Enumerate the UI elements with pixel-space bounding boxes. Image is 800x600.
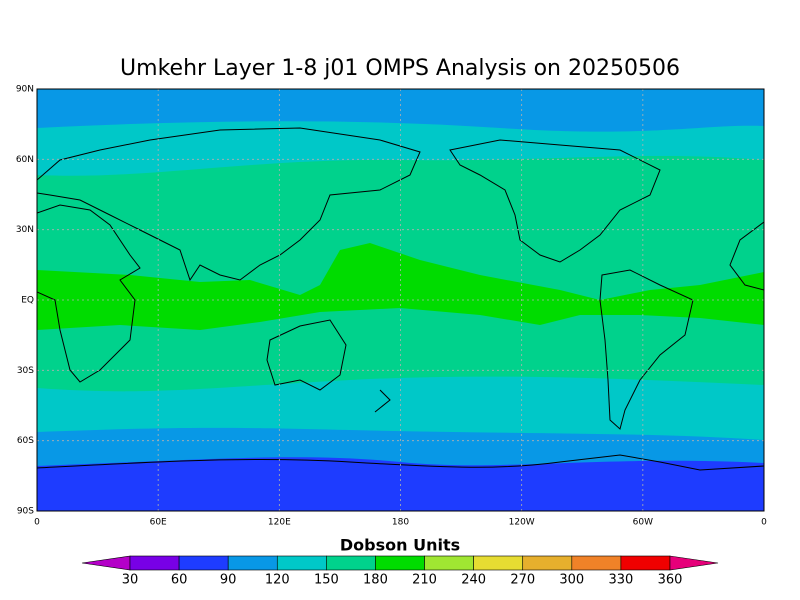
x-tick-label: 120W — [509, 518, 535, 528]
colorbar-label: 240 — [461, 573, 486, 588]
colorbar-box — [276, 555, 327, 571]
colorbar-high-triangle — [669, 555, 719, 571]
colorbar-label: 60 — [171, 573, 188, 588]
colorbar-label: 90 — [220, 573, 237, 588]
x-tick-label: 120E — [268, 518, 291, 528]
y-tick-label: 90N — [16, 85, 34, 95]
colorbar-label: 330 — [608, 573, 633, 588]
colorbar-box — [375, 555, 425, 571]
colorbar-label: 360 — [658, 573, 683, 588]
colorbar-box — [326, 555, 376, 571]
x-tick-label: 0 — [761, 518, 767, 528]
colorbar-box — [424, 555, 474, 571]
colorbar-box — [129, 555, 180, 571]
colorbar: 30 60 90 120 150 180 210 240 270 300 330 360 — [81, 555, 719, 588]
colorbar-box — [227, 555, 278, 571]
colorbar-box — [522, 555, 573, 571]
x-tick-label: 180 — [392, 518, 409, 528]
colorbar-box — [178, 555, 229, 571]
colorbar-label: 210 — [412, 573, 437, 588]
y-tick-label: 30S — [17, 366, 34, 376]
colorbar-low-triangle — [81, 555, 131, 571]
colorbar-label: 300 — [559, 573, 584, 588]
colorbar-box — [620, 555, 671, 571]
y-tick-label: 60S — [17, 436, 34, 446]
map-title: Umkehr Layer 1-8 j01 OMPS Analysis on 20… — [120, 56, 680, 81]
map — [37, 89, 764, 511]
colorbar-box — [571, 555, 622, 571]
y-tick-label: 30N — [16, 225, 34, 235]
grid — [37, 89, 764, 511]
colorbar-title: Dobson Units — [340, 536, 460, 555]
x-tick-label: 60E — [150, 518, 167, 528]
y-tick-label: 90S — [17, 507, 34, 517]
band-180-210 — [37, 243, 764, 330]
colorbar-label: 120 — [265, 573, 290, 588]
colorbar-label: 30 — [122, 573, 139, 588]
x-tick-label: 0 — [34, 518, 40, 528]
colorbar-label: 150 — [314, 573, 339, 588]
colorbar-box — [473, 555, 524, 571]
coastlines — [37, 127, 764, 471]
map-frame — [36, 88, 765, 512]
colorbar-label: 180 — [363, 573, 388, 588]
colorbar-label: 270 — [510, 573, 535, 588]
y-tick-label: 60N — [16, 155, 34, 165]
y-tick-label: EQ — [21, 296, 34, 306]
x-tick-label: 60W — [633, 518, 653, 528]
